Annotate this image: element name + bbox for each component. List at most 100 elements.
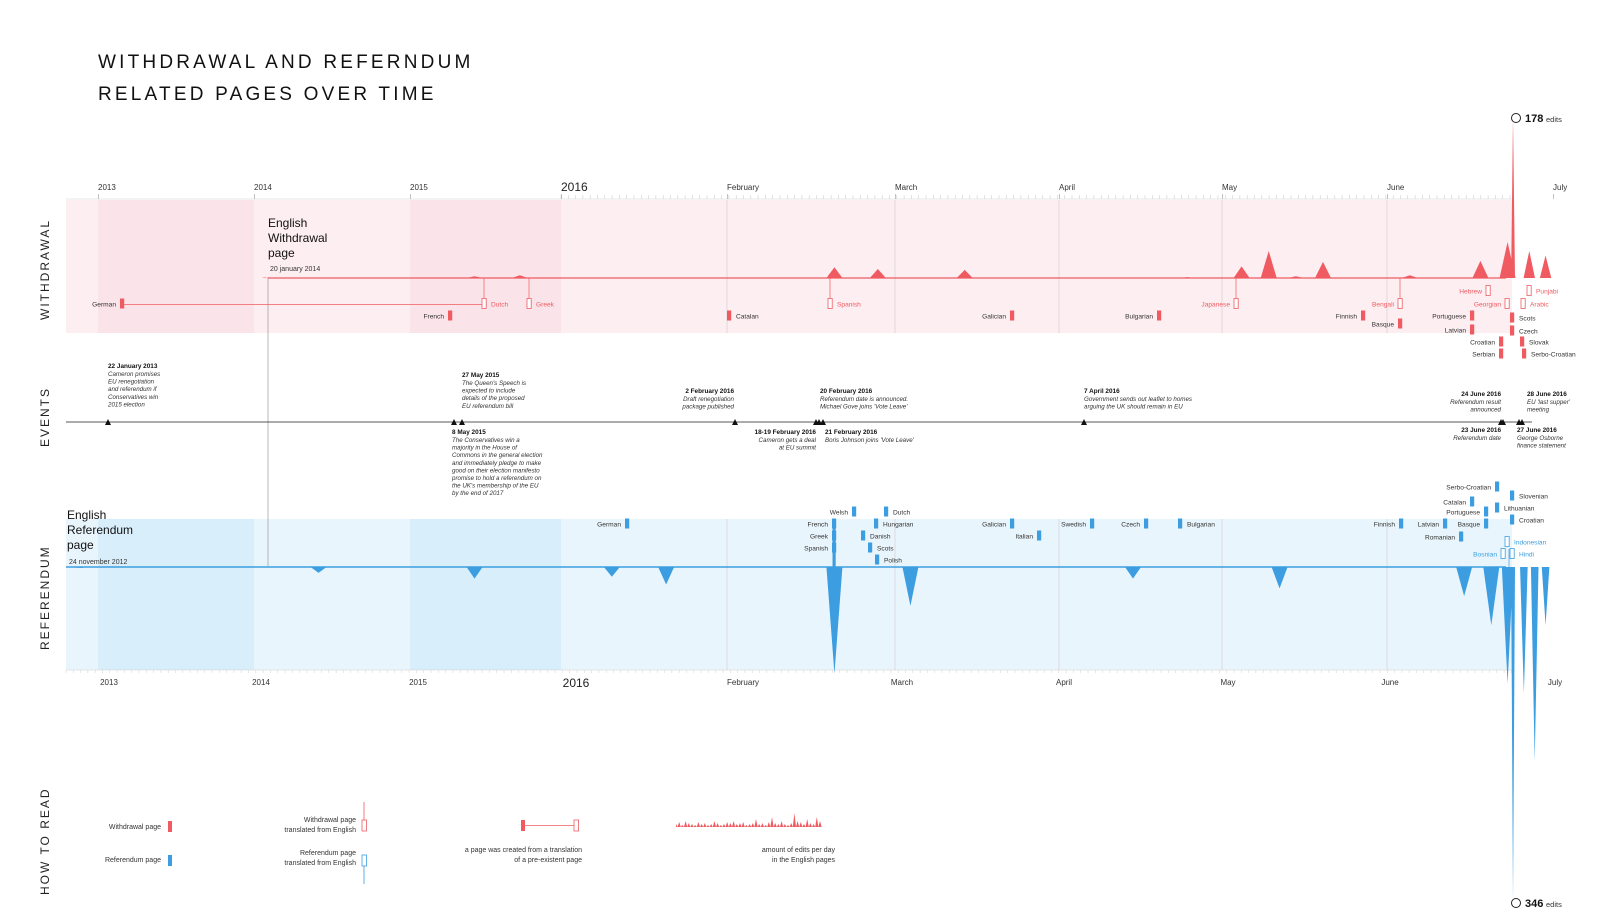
svg-text:Bengali: Bengali (1372, 302, 1395, 309)
withdrawal-language-punjabi: Punjabi (1526, 285, 1559, 296)
bottom-axis-tick-label: 2015 (409, 678, 427, 687)
bottom-axis-tick-label: May (1220, 678, 1235, 687)
svg-text:Referendum result: Referendum result (1450, 399, 1501, 406)
withdrawal-language-french: French (423, 310, 453, 321)
withdrawal-language-latvian: Latvian (1445, 324, 1475, 335)
top-axis-tick-label: April (1059, 183, 1075, 192)
svg-text:Slovenian: Slovenian (1519, 494, 1548, 501)
withdrawal-language-czech: Czech (1510, 325, 1538, 336)
top-axis-tick-label: June (1387, 183, 1405, 192)
svg-text:Croatian: Croatian (1470, 340, 1495, 347)
withdrawal-language-finnish: Finnish (1336, 310, 1366, 321)
svg-text:Bulgarian: Bulgarian (1187, 522, 1215, 529)
withdrawal-language-hebrew: Hebrew (1459, 285, 1491, 296)
svg-text:Commons in the general electio: Commons in the general election (452, 452, 543, 459)
svg-text:promise to hold a referendum o: promise to hold a referendum on (451, 475, 542, 482)
referendum-band-2013 (98, 519, 254, 670)
legend-translation-text-1: a page was created from a translation (465, 847, 582, 854)
language-markers: German Dutch Greek French Catalan Spanish Gali… (92, 278, 1576, 578)
svg-text:Serbian: Serbian (1472, 352, 1495, 359)
svg-text:Draft renegotiation: Draft renegotiation (683, 396, 734, 403)
svg-text:Slovak: Slovak (1529, 340, 1549, 347)
svg-text:Latvian: Latvian (1445, 328, 1467, 335)
legend-referendum-translated-1: Referendum page (300, 850, 356, 857)
referendum-language-hungarian: Hungarian (874, 518, 914, 529)
svg-text:2 February 2016: 2 February 2016 (685, 388, 734, 395)
how-to-read-legend: Withdrawal page Referendum page Withdraw… (105, 802, 836, 884)
svg-text:Catalan: Catalan (1443, 500, 1466, 507)
svg-text:7 April 2016: 7 April 2016 (1084, 388, 1120, 395)
svg-text:German: German (92, 302, 116, 309)
svg-text:2015 election: 2015 election (107, 401, 145, 408)
bottom-axis-tick-label: June (1381, 678, 1399, 687)
legend-referendum-page-swatch (168, 855, 172, 866)
referendum-language-galician: Galician (982, 518, 1015, 529)
svg-text:20 February 2016: 20 February 2016 (820, 388, 873, 395)
svg-text:Finnish: Finnish (1336, 314, 1358, 321)
referendum-language-indonesian: Indonesian (1504, 536, 1547, 547)
svg-text:George Osborne: George Osborne (1517, 435, 1564, 442)
referendum-language-bulgarian: Bulgarian (1178, 518, 1215, 529)
svg-text:Boris Johnson joins 'Vote Leav: Boris Johnson joins 'Vote Leave' (825, 437, 915, 444)
withdrawal-language-slovak: Slovak (1520, 336, 1549, 347)
svg-text:Conservatives win: Conservatives win (108, 394, 159, 401)
svg-text:Michael Gove joins 'Vote Leave: Michael Gove joins 'Vote Leave' (820, 404, 908, 411)
legend-edits-text-1: amount of edits per day (762, 847, 836, 854)
svg-text:Government sends out leaflet t: Government sends out leaflet to homes (1084, 396, 1192, 403)
svg-text:27 May 2015: 27 May 2015 (462, 372, 500, 379)
bottom-axis-tick-label: 2013 (100, 678, 118, 687)
withdrawal-language-scots: Scots (1510, 312, 1536, 323)
legend-referendum-translated-swatch (361, 854, 367, 867)
referendum-language-welsh: Welsh (830, 506, 857, 517)
svg-text:22 January 2013: 22 January 2013 (108, 363, 158, 370)
svg-text:Scots: Scots (877, 546, 894, 553)
top-time-axis: 2013 2014 2015 2016 February March April May Jun… (66, 180, 1567, 200)
svg-text:Swedish: Swedish (1061, 522, 1086, 529)
svg-text:Georgian: Georgian (1474, 302, 1501, 309)
withdrawal-page-label-2: Withdrawal (268, 231, 327, 245)
referendum-page-date: 24 november 2012 (69, 559, 127, 566)
top-axis-tick-label: May (1222, 183, 1237, 192)
top-axis-tick-label: 2016 (561, 180, 588, 194)
referendum-page-label-1: English (67, 508, 106, 522)
svg-text:Dutch: Dutch (491, 302, 509, 309)
gridlines (726, 200, 1388, 670)
legend-withdrawal-page-swatch (168, 821, 172, 832)
referendum-page-label-2: Referendum (67, 523, 133, 537)
bottom-time-axis: 2013 2014 2015 2016 February March April May Jun… (65, 669, 1562, 690)
svg-text:Referendum date is announced.: Referendum date is announced. (820, 396, 908, 403)
bottom-axis-tick-label: 2016 (563, 676, 590, 690)
max-withdrawal-unit: edits (1546, 115, 1562, 124)
withdrawal-page-date: 20 january 2014 (270, 266, 320, 273)
withdrawal-band-2013 (98, 200, 254, 333)
svg-text:Romanian: Romanian (1425, 535, 1455, 542)
referendum-language-serbo-croatian: Serbo-Croatian (1446, 481, 1500, 492)
withdrawal-language-japanese: Japanese (1201, 298, 1239, 309)
max-referendum-value: 346 (1525, 898, 1543, 910)
withdrawal-language-croatian: Croatian (1470, 336, 1504, 347)
english-pages: English Withdrawal page 20 january 2014 … (67, 216, 327, 566)
svg-text:Czech: Czech (1519, 329, 1538, 336)
withdrawal-language-german: German (92, 298, 125, 309)
svg-text:at EU summit: at EU summit (779, 445, 816, 452)
svg-text:EU renegotiation: EU renegotiation (108, 379, 155, 386)
svg-text:announced: announced (1470, 407, 1501, 414)
max-referendum-unit: edits (1546, 900, 1562, 909)
withdrawal-page-label-3: page (268, 246, 295, 260)
svg-text:German: German (597, 522, 621, 529)
svg-text:Basque: Basque (1458, 522, 1481, 529)
referendum-language-czech: Czech (1121, 518, 1149, 529)
referendum-language-lithuanian: Lithuanian (1495, 502, 1535, 513)
svg-text:Portuguese: Portuguese (1446, 510, 1480, 517)
chart-title-line-1: WITHDRAWAL AND REFERNDUM (98, 52, 474, 73)
top-axis-tick-label: July (1553, 183, 1567, 192)
svg-text:21 February 2016: 21 February 2016 (825, 429, 878, 436)
legend-withdrawal-translated-2: translated from English (284, 827, 356, 834)
svg-text:Finnish: Finnish (1374, 522, 1396, 529)
svg-text:Bosnian: Bosnian (1473, 552, 1497, 559)
